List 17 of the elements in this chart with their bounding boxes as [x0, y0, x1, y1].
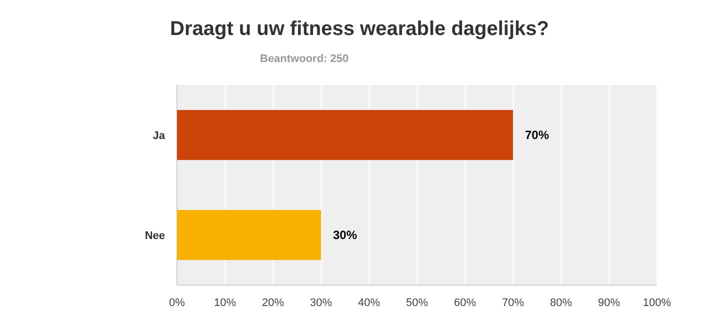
x-tick-label: 80% — [550, 297, 572, 309]
x-tick-label: 70% — [502, 297, 524, 309]
chart-title: Draagt u uw fitness wearable dagelijks? — [170, 18, 550, 40]
x-tick-label: 90% — [598, 297, 620, 309]
x-tick-label: 0% — [169, 297, 186, 309]
x-tick-label: 40% — [358, 297, 380, 309]
x-tick-label: 30% — [310, 297, 332, 309]
x-tick-label: 50% — [406, 297, 428, 309]
data-label: 30% — [333, 228, 358, 242]
x-tick-label: 20% — [262, 297, 284, 309]
y-tick-label: Ja — [152, 130, 166, 142]
data-label: 70% — [525, 128, 550, 142]
chart-subtitle: Beantwoord: 250 — [260, 53, 349, 65]
x-tick-label: 100% — [642, 297, 672, 309]
x-tick-label: 10% — [214, 297, 236, 309]
x-tick-label: 60% — [454, 297, 476, 309]
y-tick-label: Nee — [144, 230, 165, 242]
